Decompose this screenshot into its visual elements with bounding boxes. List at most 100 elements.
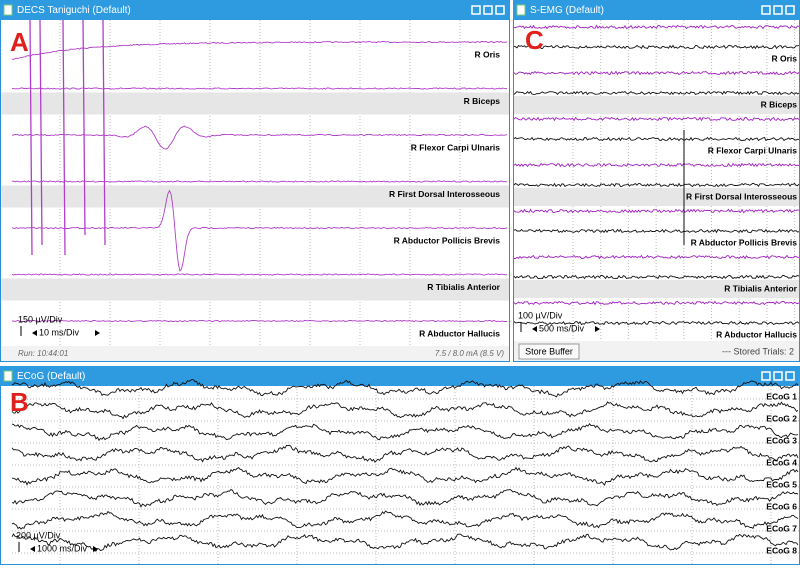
stimulus-artifact xyxy=(39,19,43,246)
trace xyxy=(12,87,508,90)
channel-label: R Biceps xyxy=(761,99,798,109)
panel-icon xyxy=(3,370,13,382)
stored-trials: --- Stored Trials: 2 xyxy=(722,346,794,356)
row-band xyxy=(514,188,799,206)
trace xyxy=(12,466,799,486)
title-bar xyxy=(513,0,800,20)
scale-arrow xyxy=(595,326,600,332)
window-button[interactable] xyxy=(761,5,771,15)
channel-label: R Tibialis Anterior xyxy=(427,282,500,292)
trace xyxy=(513,44,800,50)
window-button[interactable] xyxy=(773,5,783,15)
channel-label: R Abductor Pollicis Brevis xyxy=(394,235,501,245)
trace xyxy=(513,274,800,280)
panel-letter: A xyxy=(10,27,29,57)
channel-label: R Abductor Hallucis xyxy=(419,328,500,338)
window-button[interactable] xyxy=(471,5,481,15)
trace xyxy=(513,116,800,122)
channel-label: R Biceps xyxy=(464,96,501,106)
channel-label: R Flexor Carpi Ulnaris xyxy=(708,145,798,155)
panel-letter: C xyxy=(525,25,544,55)
trace xyxy=(11,533,799,552)
store-buffer-label[interactable]: Store Buffer xyxy=(525,346,573,356)
trace xyxy=(11,189,508,272)
trace xyxy=(11,423,799,442)
scale-arrow xyxy=(32,330,37,336)
time-scale: 500 ms/Div xyxy=(539,323,585,333)
stimulus-artifact xyxy=(102,19,106,246)
trace xyxy=(513,90,800,96)
trace xyxy=(513,70,800,76)
channel-label: R Abductor Hallucis xyxy=(716,329,797,339)
channel-label: R Oris xyxy=(771,53,797,63)
time-scale: 10 ms/Div xyxy=(39,327,80,337)
title-bar xyxy=(0,0,510,20)
window-button[interactable] xyxy=(773,371,783,381)
trace xyxy=(513,182,800,188)
panel-title: DECS Taniguchi (Default) xyxy=(17,5,131,16)
channel-label: ECoG 3 xyxy=(766,435,797,445)
window-button[interactable] xyxy=(483,5,493,15)
status-bar xyxy=(514,341,799,361)
trace xyxy=(11,379,799,398)
channel-label: ECoG 4 xyxy=(766,457,797,467)
scale-arrow xyxy=(93,546,98,552)
stimulus-artifact xyxy=(62,19,66,256)
row-band xyxy=(1,92,509,115)
amplitude-scale: 150 µV/Div xyxy=(18,314,63,324)
panel-title: S-EMG (Default) xyxy=(530,5,604,16)
trace xyxy=(513,228,800,234)
scale-arrow xyxy=(30,546,35,552)
scale-arrow xyxy=(532,326,537,332)
channel-label: ECoG 1 xyxy=(766,391,797,401)
trace xyxy=(11,510,799,530)
channel-label: ECoG 8 xyxy=(766,545,797,555)
window-button[interactable] xyxy=(495,5,505,15)
window-button[interactable] xyxy=(785,371,795,381)
row-band xyxy=(1,278,509,301)
channel-label: R Tibialis Anterior xyxy=(724,283,797,293)
trace xyxy=(11,125,508,150)
row-band xyxy=(514,96,799,114)
panel-border xyxy=(513,0,800,362)
stimulus-artifact xyxy=(82,19,86,236)
panel-icon xyxy=(3,4,13,16)
scale-arrow xyxy=(95,330,100,336)
trace xyxy=(513,208,800,214)
channel-label: ECoG 6 xyxy=(766,501,797,511)
row-band xyxy=(514,280,799,298)
channel-label: ECoG 5 xyxy=(766,479,797,489)
trace xyxy=(513,320,800,326)
trace xyxy=(11,401,799,420)
panel-letter: B xyxy=(10,387,29,417)
window-button[interactable] xyxy=(785,5,795,15)
window-button[interactable] xyxy=(761,371,771,381)
panel-title: ECoG (Default) xyxy=(17,371,85,382)
row-band xyxy=(1,185,509,208)
channel-label: ECoG 2 xyxy=(766,413,797,423)
amplitude-scale: 100 µV/Div xyxy=(518,310,563,320)
trace xyxy=(514,254,799,260)
trace xyxy=(11,40,508,60)
stimulus-artifact xyxy=(29,19,33,256)
trace xyxy=(11,180,508,183)
stimulus-status: 7.5 / 8.0 mA (8.5 V) xyxy=(435,349,504,358)
trace xyxy=(11,444,799,463)
run-time: Run: 10:44:01 xyxy=(18,349,68,358)
trace xyxy=(11,488,799,508)
trace xyxy=(513,136,800,142)
trace xyxy=(513,162,800,168)
trace xyxy=(513,24,800,30)
title-bar xyxy=(0,366,800,386)
status-bar xyxy=(1,346,509,361)
channel-label: R Oris xyxy=(474,49,500,59)
store-buffer-button[interactable] xyxy=(518,343,580,360)
trace xyxy=(11,273,508,276)
channel-label: R First Dorsal Interosseous xyxy=(686,191,797,201)
channel-label: ECoG 7 xyxy=(766,523,797,533)
time-scale: 1000 ms/Div xyxy=(37,543,88,553)
channel-label: R Flexor Carpi Ulnaris xyxy=(411,142,501,152)
trace xyxy=(11,319,507,323)
channel-label: R Abductor Pollicis Brevis xyxy=(691,237,798,247)
